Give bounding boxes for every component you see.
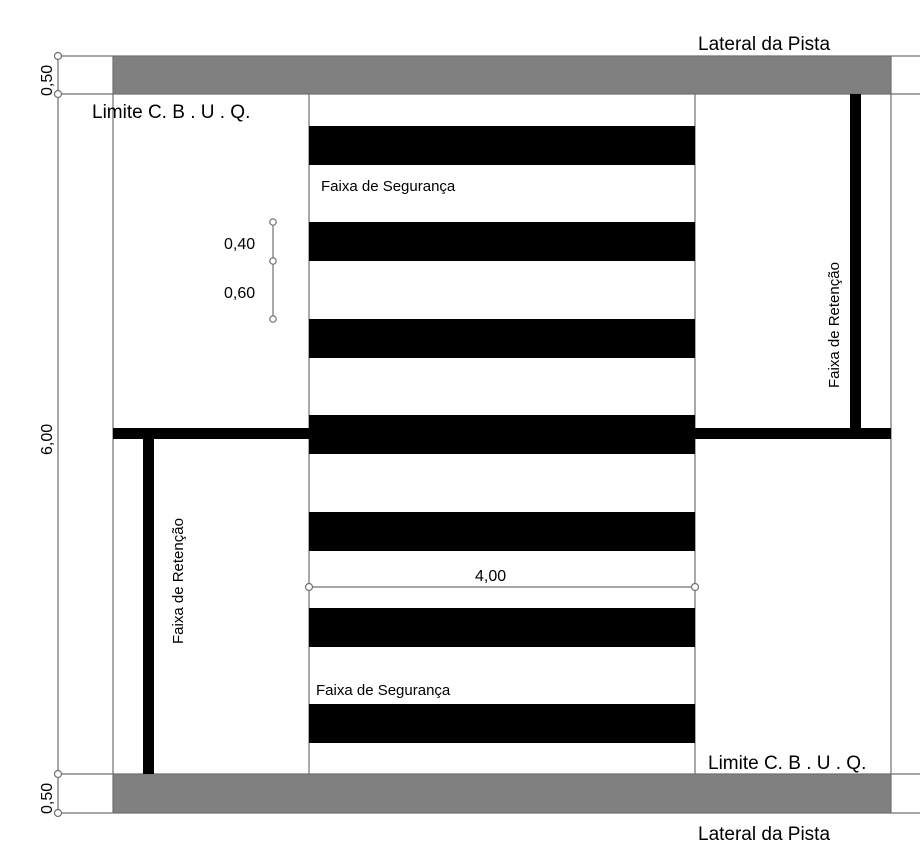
center-line-left [113, 428, 309, 439]
dim-crosswalk-width: 4,00 [475, 568, 506, 585]
dim-lane-height: 6,00 [39, 424, 56, 455]
crosswalk-stripe [309, 512, 695, 551]
crosswalk-stripe [309, 126, 695, 165]
retention-line-right [850, 94, 861, 428]
label-faixa-seguranca-top: Faixa de Segurança [321, 178, 456, 195]
crosswalk-width-dimension [304, 582, 700, 592]
label-limite-top: Limite C. B . U . Q. [92, 102, 250, 123]
bottom-shoulder [113, 774, 891, 813]
crosswalk-stripe [309, 415, 695, 454]
vertical-dimension-line [53, 51, 63, 818]
stripe-dimension-marker [269, 218, 277, 323]
label-limite-bottom: Limite C. B . U . Q. [708, 753, 866, 774]
label-faixa-retencao-left: Faixa de Retenção [170, 518, 187, 644]
label-faixa-retencao-right: Faixa de Retenção [826, 262, 843, 388]
crosswalk-stripe [309, 222, 695, 261]
dim-shoulder-bottom: 0,50 [39, 783, 56, 814]
top-shoulder [113, 56, 891, 94]
label-faixa-seguranca-bottom: Faixa de Segurança [316, 682, 451, 699]
dim-stripe-gap: 0,60 [224, 285, 255, 302]
center-line-right [695, 428, 891, 439]
crosswalk-stripe [309, 319, 695, 358]
label-lateral-top: Lateral da Pista [698, 34, 830, 55]
retention-line-left [143, 439, 154, 774]
road-markings [113, 94, 891, 774]
dim-stripe-height: 0,40 [224, 236, 255, 253]
label-lateral-bottom: Lateral da Pista [698, 824, 830, 845]
dim-shoulder-top: 0,50 [39, 65, 56, 96]
crosswalk-stripe [309, 608, 695, 647]
crosswalk-stripes [309, 126, 695, 743]
crosswalk-stripe [309, 704, 695, 743]
